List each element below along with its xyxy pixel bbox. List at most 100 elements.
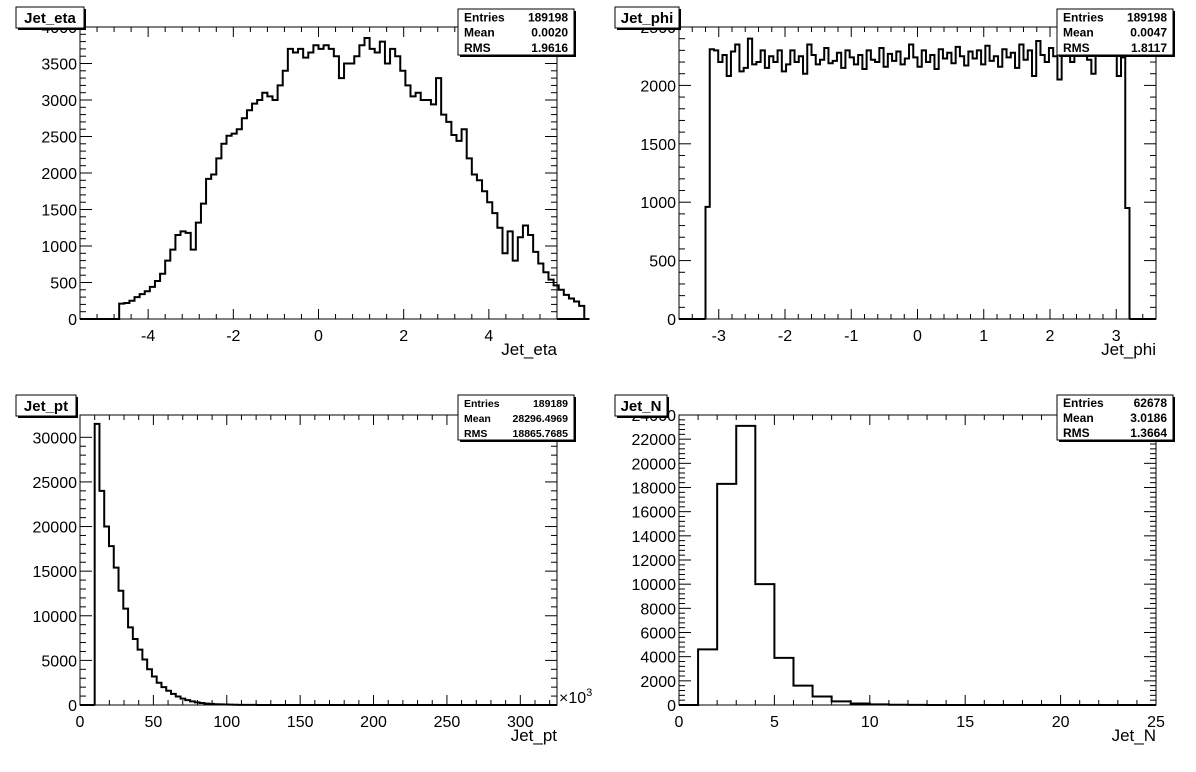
y-tick-label: 2000 — [640, 674, 676, 691]
stat-value-rms: 1.8117 — [1131, 41, 1167, 55]
y-tick-label: 1500 — [41, 203, 77, 220]
histogram-title: Jet_phi — [621, 10, 674, 27]
y-tick-label: 1500 — [640, 137, 676, 154]
histogram-pad-jet_phi: 05001000150020002500-3-2-10123Jet_phiJet… — [614, 6, 1175, 359]
histogram-line — [679, 424, 1156, 706]
y-tick-label: 1000 — [640, 195, 676, 212]
y-tick-label: 25000 — [33, 475, 78, 492]
x-multiplier-exponent: 3 — [586, 687, 592, 699]
histogram-title: Jet_N — [621, 398, 662, 415]
stats-box-bg — [1056, 394, 1174, 441]
y-tick-label: 5000 — [41, 653, 77, 670]
x-tick-label: 200 — [360, 714, 387, 731]
stats-box-bg — [457, 394, 575, 441]
y-tick-label: 15000 — [33, 564, 78, 581]
title-box-bg — [614, 6, 680, 29]
plot-frame — [678, 26, 1157, 320]
y-tick-label: 12000 — [632, 553, 677, 570]
histogram-title-box: Jet_eta — [15, 6, 86, 30]
stat-value-rms: 1.3664 — [1130, 426, 1167, 440]
x-axis-title: Jet_phi — [1101, 340, 1156, 359]
histogram-pad-jet_eta: 05001000150020002500300035004000-4-2024J… — [15, 6, 590, 359]
plot-frame — [79, 414, 558, 706]
x-tick-label: -4 — [141, 328, 155, 345]
y-tick-label: 3500 — [41, 57, 77, 74]
x-tick-label: 3 — [1112, 328, 1121, 345]
histogram-line — [114, 36, 590, 320]
title-box-bg — [614, 394, 668, 417]
y-tick-label: 20000 — [33, 520, 78, 537]
x-tick-label: 2 — [1046, 328, 1055, 345]
x-tick-label: 150 — [287, 714, 314, 731]
x-tick-label: -2 — [226, 328, 240, 345]
x-tick-label: -3 — [712, 328, 726, 345]
y-tick-label: 1000 — [41, 239, 77, 256]
histogram-pad-jet_pt: 0 5000 10000 15000 20000 25000 30000 0 50 100 150 2… — [15, 394, 592, 745]
x-tick-label: -1 — [844, 328, 858, 345]
stat-value-mean: 0.0047 — [1130, 26, 1167, 40]
x-tick-label: 0 — [675, 714, 684, 731]
stat-label-mean: Mean — [1063, 411, 1094, 425]
histogram-line — [704, 37, 1131, 319]
y-tick-label: 2500 — [41, 130, 77, 147]
stats-box: Entries 189189 Mean 28296.4969 RMS 18865.7685 — [457, 394, 576, 442]
y-tick-label: 2000 — [41, 166, 77, 183]
stat-value-entries: 189198 — [1127, 10, 1167, 24]
y-tick-label: 18000 — [632, 481, 677, 498]
x-axis-title: Jet_N — [1112, 726, 1156, 745]
y-tick-label: 4000 — [640, 650, 676, 667]
y-tick-label: 10000 — [33, 609, 78, 626]
x-tick-label: 2 — [399, 328, 408, 345]
stat-label-mean: Mean — [464, 413, 491, 425]
stats-box-bg — [1056, 8, 1174, 56]
stat-label-mean: Mean — [1063, 26, 1094, 40]
y-tick-label: 0 — [68, 312, 77, 329]
y-tick-label: 20000 — [632, 456, 677, 473]
stat-value-rms: 18865.7685 — [513, 428, 569, 440]
x-tick-label: 0 — [913, 328, 922, 345]
y-tick-label: 6000 — [640, 626, 676, 643]
y-tick-label: 8000 — [640, 601, 676, 618]
x-tick-label: 300 — [507, 714, 534, 731]
x-multiplier-label: ×103 — [559, 687, 592, 707]
stats-box-bg — [457, 8, 575, 56]
y-tick-label: 500 — [50, 276, 77, 293]
y-tick-label: 0 — [667, 698, 676, 715]
x-tick-label: 5 — [770, 714, 779, 731]
stat-value-mean: 3.0186 — [1130, 411, 1167, 425]
stat-value-mean: 28296.4969 — [513, 413, 569, 425]
stat-label-mean: Mean — [464, 26, 495, 40]
x-tick-label: 100 — [213, 714, 240, 731]
x-tick-label: 50 — [144, 714, 162, 731]
x-tick-label: -2 — [778, 328, 792, 345]
stats-box: Entries 62678 Mean 3.0186 RMS 1.3664 — [1056, 394, 1175, 442]
x-axis-title: Jet_pt — [511, 726, 558, 745]
stat-label-entries: Entries — [464, 398, 500, 410]
y-tick-label: 16000 — [632, 505, 677, 522]
stat-value-entries: 189198 — [528, 10, 568, 24]
y-tick-label: 500 — [649, 254, 676, 271]
y-tick-label: 14000 — [632, 529, 677, 546]
stat-label-entries: Entries — [464, 10, 505, 24]
stat-value-entries: 62678 — [1134, 396, 1168, 410]
title-box-bg — [15, 6, 85, 29]
plot-frame — [678, 414, 1157, 706]
histogram-pad-jet_n: 0 2000 4000 6000 8000 10000 12000 14000 16000 180… — [614, 394, 1175, 745]
x-tick-label: 250 — [434, 714, 461, 731]
histogram-line — [93, 422, 287, 706]
plot-frame — [79, 26, 558, 320]
histogram-title-box: Jet_phi — [614, 6, 681, 30]
x-tick-label: 1 — [979, 328, 988, 345]
stat-value-mean: 0.0020 — [531, 26, 568, 40]
x-tick-label: 25 — [1147, 714, 1165, 731]
x-tick-label: 0 — [314, 328, 323, 345]
stat-label-rms: RMS — [464, 41, 491, 55]
y-tick-label: 22000 — [632, 432, 677, 449]
histogram-title: Jet_eta — [24, 10, 76, 27]
x-tick-label: 10 — [861, 714, 879, 731]
stat-value-rms: 1.9616 — [531, 41, 568, 55]
stat-label-entries: Entries — [1063, 10, 1104, 24]
stat-value-entries: 189189 — [533, 398, 568, 410]
x-tick-label: 0 — [76, 714, 85, 731]
